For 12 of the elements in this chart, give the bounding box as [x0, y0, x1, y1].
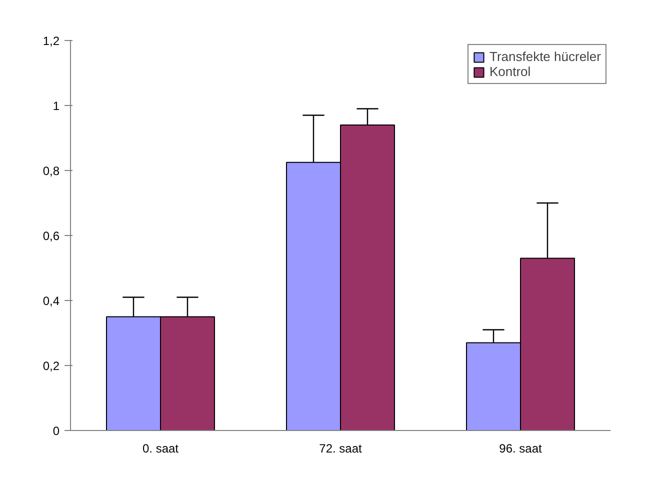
y-tick-label: 0	[52, 424, 60, 438]
y-tick-label: 1	[52, 99, 60, 113]
y-tick-label: 0,4	[42, 294, 60, 308]
y-tick-label: 0,2	[42, 359, 60, 373]
y-tick-label: 0,6	[42, 229, 60, 243]
x-tick-label: 0. saat	[142, 442, 180, 456]
x-tick-label: 96. saat	[499, 442, 543, 456]
x-tick-label: 72. saat	[319, 442, 363, 456]
y-tick-label: 0,8	[42, 164, 60, 178]
legend-label: Transfekte hücreler	[489, 49, 601, 64]
y-tick-label: 1,2	[42, 34, 60, 48]
legend-label: Kontrol	[489, 64, 531, 79]
